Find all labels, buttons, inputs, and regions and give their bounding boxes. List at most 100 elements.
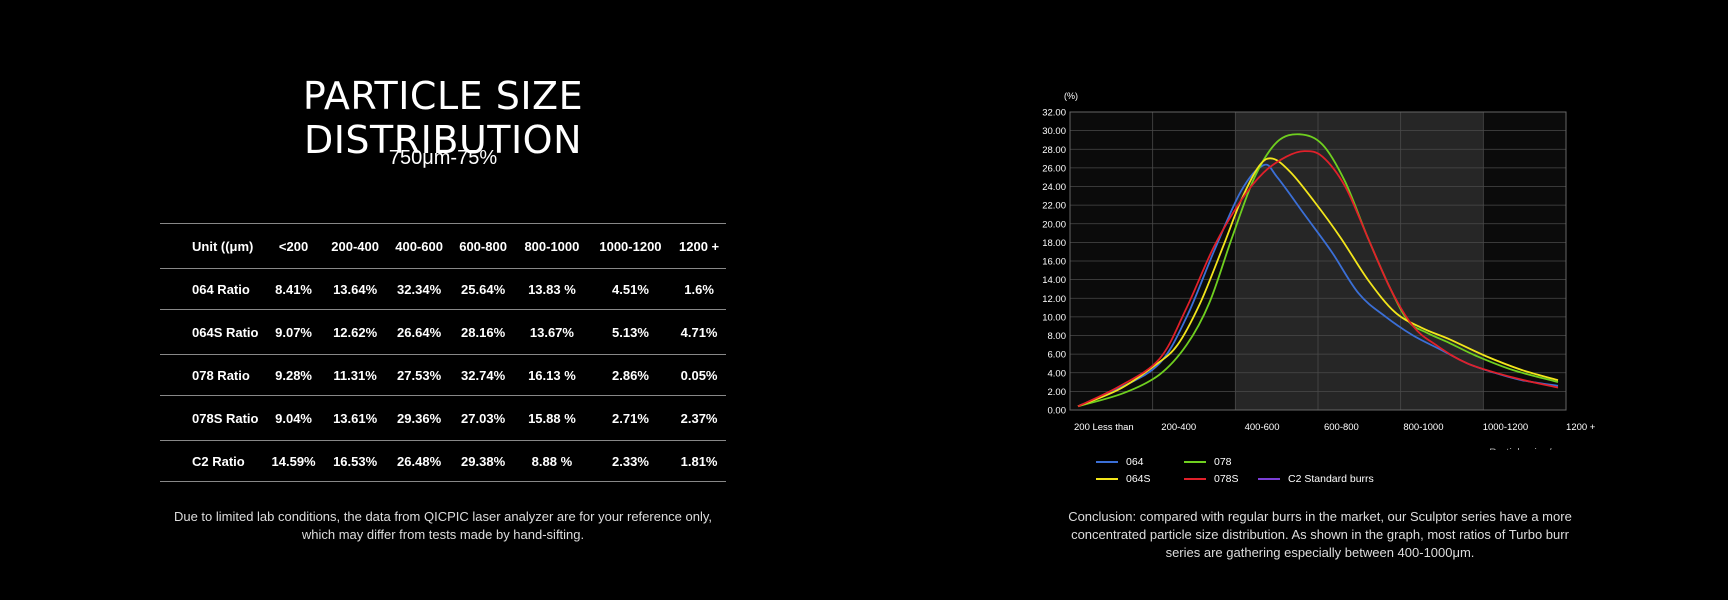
conclusion-line: series are gathering especially between … (1165, 545, 1475, 560)
y-tick-label: 2.00 (1048, 387, 1067, 398)
table-cell: 1.6% (672, 268, 726, 310)
y-tick-label: 30.00 (1042, 126, 1066, 137)
legend-swatch (1258, 478, 1280, 481)
legend-label: 064S (1126, 473, 1151, 485)
y-tick-label: 26.00 (1042, 163, 1066, 174)
series-line-064s (1077, 157, 1559, 408)
legend-item: 064 (1096, 456, 1144, 468)
table-cell: 12.62% (323, 309, 388, 355)
table-cell: 4.71% (672, 309, 726, 355)
table-cell: 1.81% (672, 440, 726, 482)
table-cell: 13.83 % (515, 268, 589, 310)
legend-item: C2 Standard burrs (1258, 473, 1374, 485)
x-tick-label: 800-1000 (1403, 422, 1443, 433)
y-tick-label: 6.00 (1048, 350, 1067, 361)
table-header-cell: 400-600 (387, 223, 452, 269)
x-tick-label: 1000-1200 (1483, 422, 1528, 433)
note-line: Due to limited lab conditions, the data … (173, 509, 713, 524)
table-header-cell: <200 (264, 223, 324, 269)
distribution-chart: 0.00 2.00 4.00 6.00 8.00 10.00 12.00 14.00 16.00… (1042, 91, 1596, 450)
table-header-cell: 1000-1200 (588, 223, 673, 269)
table-header-cell: 800-1000 (515, 223, 589, 269)
conclusion-line: concentrated particle size distribution.… (1071, 527, 1569, 542)
left-panel: PARTICLE SIZE DISTRIBUTION 750μm-75% Uni… (160, 0, 726, 600)
table-header-row: Unit ((μm) <200 200-400 400-600 600-800 … (160, 223, 726, 269)
table-header-cell: Unit ((μm) (160, 223, 264, 269)
row-label: C2 Ratio (160, 440, 264, 482)
legend-item: 078S (1184, 473, 1239, 485)
table-cell: 28.16% (451, 309, 516, 355)
table-cell: 4.51% (588, 268, 673, 310)
table-row: 064S Ratio 9.07% 12.62% 26.64% 28.16% 13… (160, 309, 726, 355)
series-line-078s (1077, 150, 1559, 408)
table-cell: 9.07% (264, 309, 324, 355)
y-tick-label: 4.00 (1048, 368, 1067, 379)
y-tick-label: 20.00 (1042, 219, 1066, 230)
table-cell: 16.13 % (515, 354, 589, 396)
row-label: 064S Ratio (160, 309, 264, 355)
legend-item: 064S (1096, 473, 1151, 485)
table-cell: 11.31% (323, 354, 388, 396)
table-cell: 8.41% (264, 268, 324, 310)
y-tick-label: 32.00 (1042, 108, 1066, 119)
table-cell: 14.59% (264, 440, 324, 482)
plot-frame (1069, 111, 1567, 411)
legend-label: 078S (1214, 473, 1239, 485)
y-tick-label: 10.00 (1042, 312, 1066, 323)
y-axis-label: (%) (1064, 91, 1078, 101)
row-label: 078S Ratio (160, 395, 264, 441)
table-cell: 25.64% (451, 268, 516, 310)
table-row: 064 Ratio 8.41% 13.64% 32.34% 25.64% 13.… (160, 268, 726, 310)
y-tick-label: 28.00 (1042, 145, 1066, 156)
table-header-cell: 600-800 (451, 223, 516, 269)
table-cell: 8.88 % (515, 440, 589, 482)
table-cell: 13.67% (515, 309, 589, 355)
legend-item: 078 (1184, 456, 1232, 468)
table-row: 078S Ratio 9.04% 13.61% 29.36% 27.03% 15… (160, 395, 726, 441)
x-tick-label: 200-400 (1161, 422, 1196, 433)
conclusion-text: Conclusion: compared with regular burrs … (1064, 508, 1576, 562)
y-tick-label: 12.00 (1042, 294, 1066, 305)
table-cell: 2.37% (672, 395, 726, 441)
legend-label: C2 Standard burrs (1288, 473, 1374, 485)
table-cell: 0.05% (672, 354, 726, 396)
y-tick-label: 22.00 (1042, 201, 1066, 212)
legend-label: 064 (1126, 456, 1144, 468)
table-cell: 13.64% (323, 268, 388, 310)
table-cell: 29.38% (451, 440, 516, 482)
table-cell: 29.36% (387, 395, 452, 441)
table-cell: 26.64% (387, 309, 452, 355)
reference-note: Due to limited lab conditions, the data … (160, 508, 726, 544)
table-cell: 9.04% (264, 395, 324, 441)
y-tick-label: 18.00 (1042, 238, 1066, 249)
table-cell: 2.33% (588, 440, 673, 482)
row-label: 078 Ratio (160, 354, 264, 396)
note-line: which may differ from tests made by hand… (301, 527, 585, 542)
y-tick-label: 0.00 (1048, 406, 1067, 417)
right-panel: 0.00 2.00 4.00 6.00 8.00 10.00 12.00 14.00 16.00… (1040, 0, 1600, 600)
series-line-078 (1077, 133, 1559, 408)
table-cell: 5.13% (588, 309, 673, 355)
table-cell: 32.74% (451, 354, 516, 396)
table-cell: 15.88 % (515, 395, 589, 441)
table-header-cell: 1200 + (672, 223, 726, 269)
page-title: PARTICLE SIZE DISTRIBUTION (302, 74, 584, 162)
x-tick-label: 600-800 (1324, 422, 1359, 433)
row-label: 064 Ratio (160, 268, 264, 310)
x-tick-label: 200 Less than (1074, 422, 1134, 433)
table-cell: 16.53% (323, 440, 388, 482)
table-cell: 32.34% (387, 268, 452, 310)
table-cell: 13.61% (323, 395, 388, 441)
y-tick-label: 14.00 (1042, 275, 1066, 286)
table-cell: 2.71% (588, 395, 673, 441)
conclusion-line: Conclusion: compared with regular burrs … (1068, 509, 1572, 524)
table-cell: 27.03% (451, 395, 516, 441)
legend-swatch (1184, 478, 1206, 481)
x-tick-label: 400-600 (1245, 422, 1280, 433)
legend-swatch (1184, 461, 1206, 464)
table-row: C2 Ratio 14.59% 16.53% 26.48% 29.38% 8.8… (160, 440, 726, 482)
y-tick-label: 24.00 (1042, 182, 1066, 193)
table-cell: 9.28% (264, 354, 324, 396)
table-header-cell: 200-400 (323, 223, 388, 269)
footer-strip (0, 600, 1728, 615)
